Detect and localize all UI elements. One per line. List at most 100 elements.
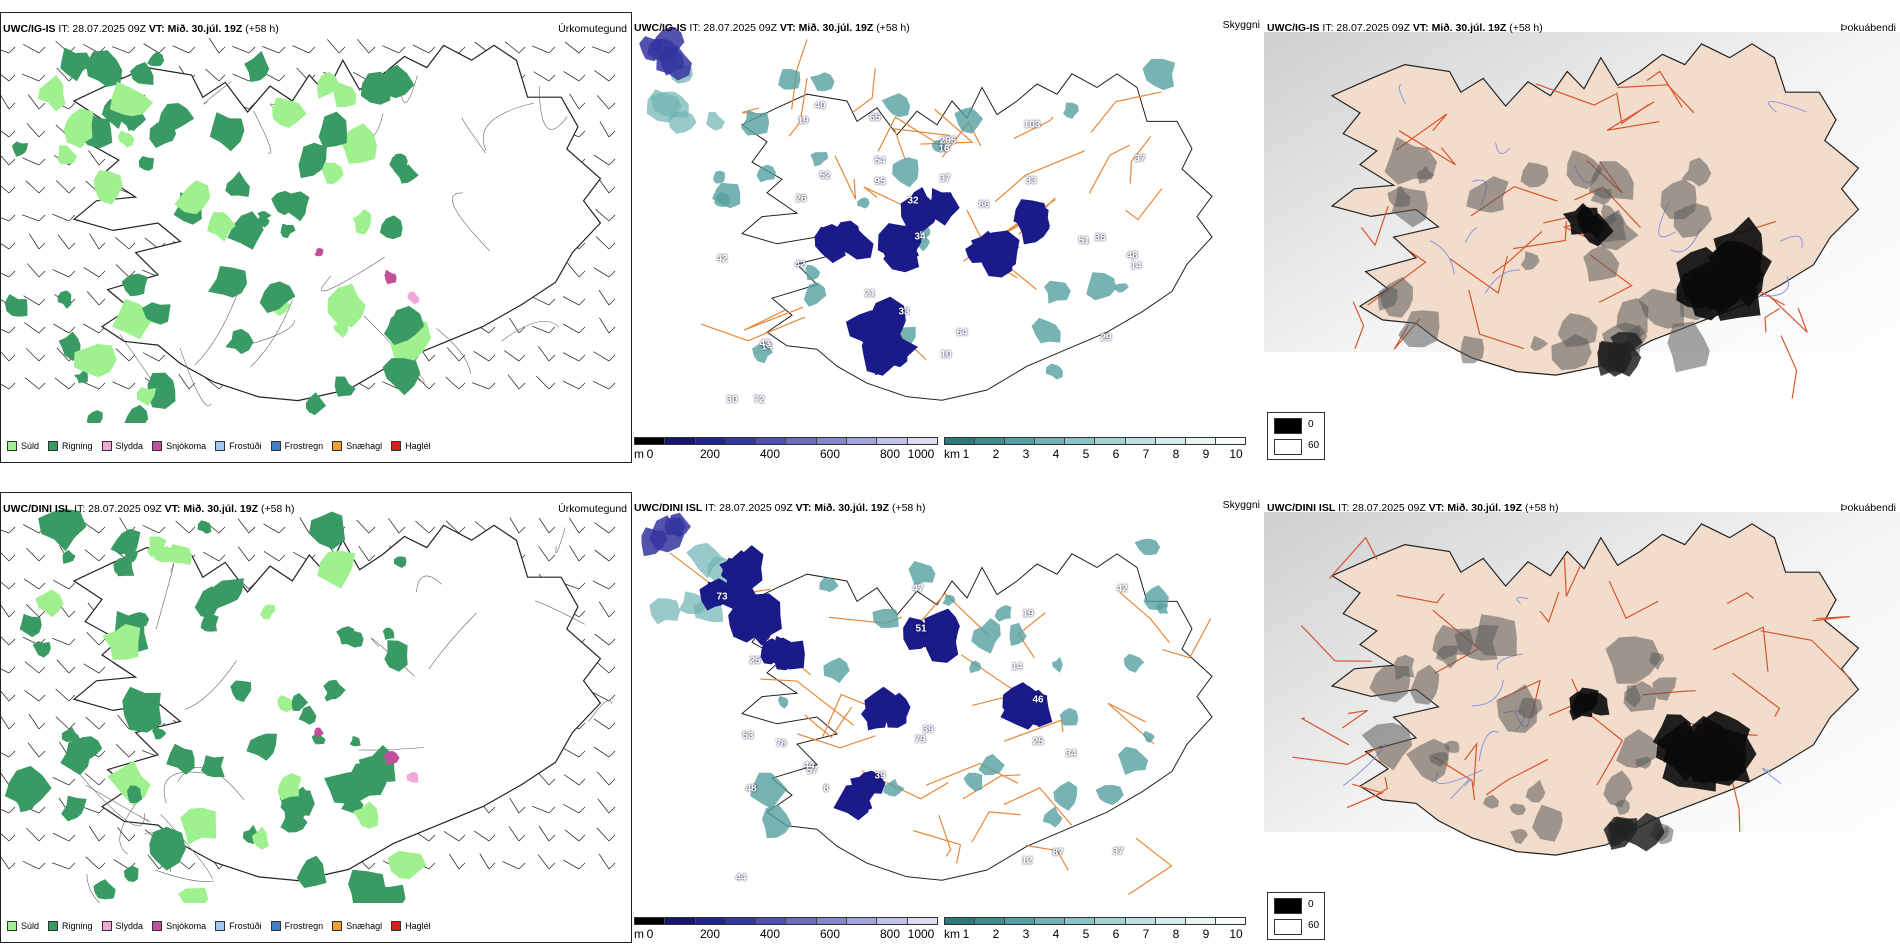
cloud-height-label: 12 xyxy=(1021,855,1033,867)
precip-type-map-dini xyxy=(1,508,616,903)
cloud-height-label: 53 xyxy=(742,730,754,742)
cloud-height-label: 95 xyxy=(874,176,886,188)
cloud-height-label: 26 xyxy=(795,193,807,205)
cloud-height-label: 34 xyxy=(1065,748,1077,760)
legend-swatch xyxy=(48,441,59,451)
legend-swatch xyxy=(391,441,402,451)
cloud-height-label: 54 xyxy=(874,155,886,167)
cloud-base-map-dini xyxy=(641,512,1213,896)
cloud-height-label: 73 xyxy=(716,591,728,603)
cloud-height-label: 47 xyxy=(912,583,924,595)
legend-item: Frostregn xyxy=(270,441,323,451)
legend-swatch xyxy=(152,921,163,931)
legend-item: Snjókoma xyxy=(152,441,206,451)
cloud-base-panel-ig: UWC/IG-IS IT: 28.07.2025 09Z VT: Mið. 30… xyxy=(632,12,1264,463)
panel-header: UWC/IG-IS IT: 28.07.2025 09Z VT: Mið. 30… xyxy=(1267,22,1543,34)
fog-legend-white xyxy=(1274,919,1302,935)
cloud-height-label: 32 xyxy=(907,195,919,207)
precip-type-panel-ig: UWC/IG-IS IT: 28.07.2025 09Z VT: Mið. 30… xyxy=(0,12,632,463)
cloud-height-label: 39 xyxy=(874,770,886,782)
precip-type-legend: Súld Rigning Slydda Snjókoma Frostúði Fr… xyxy=(7,921,440,931)
legend-item: Slydda xyxy=(101,441,143,451)
legend-swatch xyxy=(101,921,112,931)
colorbar-height-m: m 0 200 400 600 800 1000 xyxy=(634,917,938,941)
cloud-base-panel-dini: UWC/DINI ISL IT: 28.07.2025 09Z VT: Mið.… xyxy=(632,492,1264,943)
legend-swatch xyxy=(101,441,112,451)
colorbar-height-m: m 0 200 400 600 800 1000 xyxy=(634,437,938,461)
legend-item: Snjókoma xyxy=(152,921,206,931)
panel-title: Úrkomutegund xyxy=(558,23,627,35)
colorbar-cells xyxy=(634,917,938,925)
precip-type-map-ig xyxy=(1,37,616,423)
legend-swatch xyxy=(7,921,17,931)
legend-swatch xyxy=(48,921,59,931)
cloud-height-label: 295 xyxy=(939,135,957,147)
cloud-height-label: 44 xyxy=(735,872,747,884)
cloud-height-label: 46 xyxy=(1032,694,1044,706)
fog-index-map-ig xyxy=(1264,32,1900,412)
cloud-height-label: 37 xyxy=(1134,153,1146,165)
fog-legend-black xyxy=(1274,898,1302,914)
legend-swatch xyxy=(270,441,281,451)
cloud-height-label: 72 xyxy=(753,394,765,406)
cloud-height-label: 14 xyxy=(1130,260,1142,272)
fog-index-panel-ig: UWC/IG-IS IT: 28.07.2025 09Z VT: Mið. 30… xyxy=(1264,12,1900,463)
legend-swatch xyxy=(215,921,226,931)
cloud-height-label: 78 xyxy=(775,738,787,750)
legend-item: Rigning xyxy=(48,441,93,451)
legend-swatch xyxy=(270,921,281,931)
cloud-height-label: 14 xyxy=(1011,661,1023,673)
legend-item: Rigning xyxy=(48,921,93,931)
legend-item: Haglél xyxy=(391,441,431,451)
cloud-height-label: 14 xyxy=(761,341,773,353)
cloud-height-label: 103 xyxy=(1023,119,1041,131)
colorbar-cells xyxy=(634,437,938,445)
panel-header: UWC/DINI ISL IT: 28.07.2025 09Z VT: Mið.… xyxy=(3,503,295,515)
fog-legend-label: 0 xyxy=(1308,899,1314,910)
cloud-height-label: 39 xyxy=(922,724,934,736)
fog-legend-label: 60 xyxy=(1308,440,1320,451)
cloud-height-label: 8 xyxy=(823,783,829,795)
cloud-height-label: 51 xyxy=(915,623,927,635)
cloud-height-label: 79 xyxy=(914,734,926,746)
fog-legend: 0 60 xyxy=(1267,412,1325,460)
cloud-height-label: 64 xyxy=(956,327,968,339)
cloud-height-label: 86 xyxy=(978,199,990,211)
legend-item: Frostregn xyxy=(270,921,323,931)
colorbar-unit: m xyxy=(634,927,644,941)
panel-header: UWC/IG-IS IT: 28.07.2025 09Z VT: Mið. 30… xyxy=(634,22,910,34)
precip-type-legend: Súld Rigning Slydda Snjókoma Frostúði Fr… xyxy=(7,441,440,451)
cloud-height-label: 36 xyxy=(1094,232,1106,244)
cloud-height-label: 33 xyxy=(898,306,910,318)
cloud-height-label: 19 xyxy=(1022,608,1034,620)
fog-index-panel-dini: UWC/DINI ISL IT: 28.07.2025 09Z VT: Mið.… xyxy=(1264,492,1900,943)
cloud-height-label: 30 xyxy=(726,394,738,406)
cloud-height-label: 40 xyxy=(814,100,826,112)
legend-item: Frostúði xyxy=(215,441,262,451)
legend-item: Súld xyxy=(7,441,39,451)
legend-swatch xyxy=(332,441,343,451)
legend-swatch xyxy=(215,441,226,451)
cloud-height-label: 16 xyxy=(938,143,950,155)
cloud-height-label: 48 xyxy=(745,783,757,795)
fog-legend-black xyxy=(1274,418,1302,434)
panel-header: UWC/DINI ISL IT: 28.07.2025 09Z VT: Mið.… xyxy=(1267,502,1559,514)
cloud-height-label: 52 xyxy=(819,170,831,182)
cloud-height-label: 51 xyxy=(1078,235,1090,247)
precip-type-panel-dini: UWC/DINI ISL IT: 28.07.2025 09Z VT: Mið.… xyxy=(0,492,632,943)
cloud-height-label: 87 xyxy=(1052,847,1064,859)
colorbar-cells xyxy=(944,917,1246,925)
panel-title: Úrkomutegund xyxy=(558,503,627,515)
cloud-height-label: 33 xyxy=(1025,175,1037,187)
fog-legend-label: 60 xyxy=(1308,920,1320,931)
panel-title: Skyggni xyxy=(1222,19,1260,31)
legend-item: Snæhagl xyxy=(332,441,382,451)
colorbar-unit: m xyxy=(634,447,644,461)
colorbar-unit: km xyxy=(944,927,960,941)
legend-swatch xyxy=(152,441,163,451)
legend-item: Frostúði xyxy=(215,921,262,931)
cloud-height-label: 42 xyxy=(1116,583,1128,595)
cloud-height-label: 37 xyxy=(939,173,951,185)
